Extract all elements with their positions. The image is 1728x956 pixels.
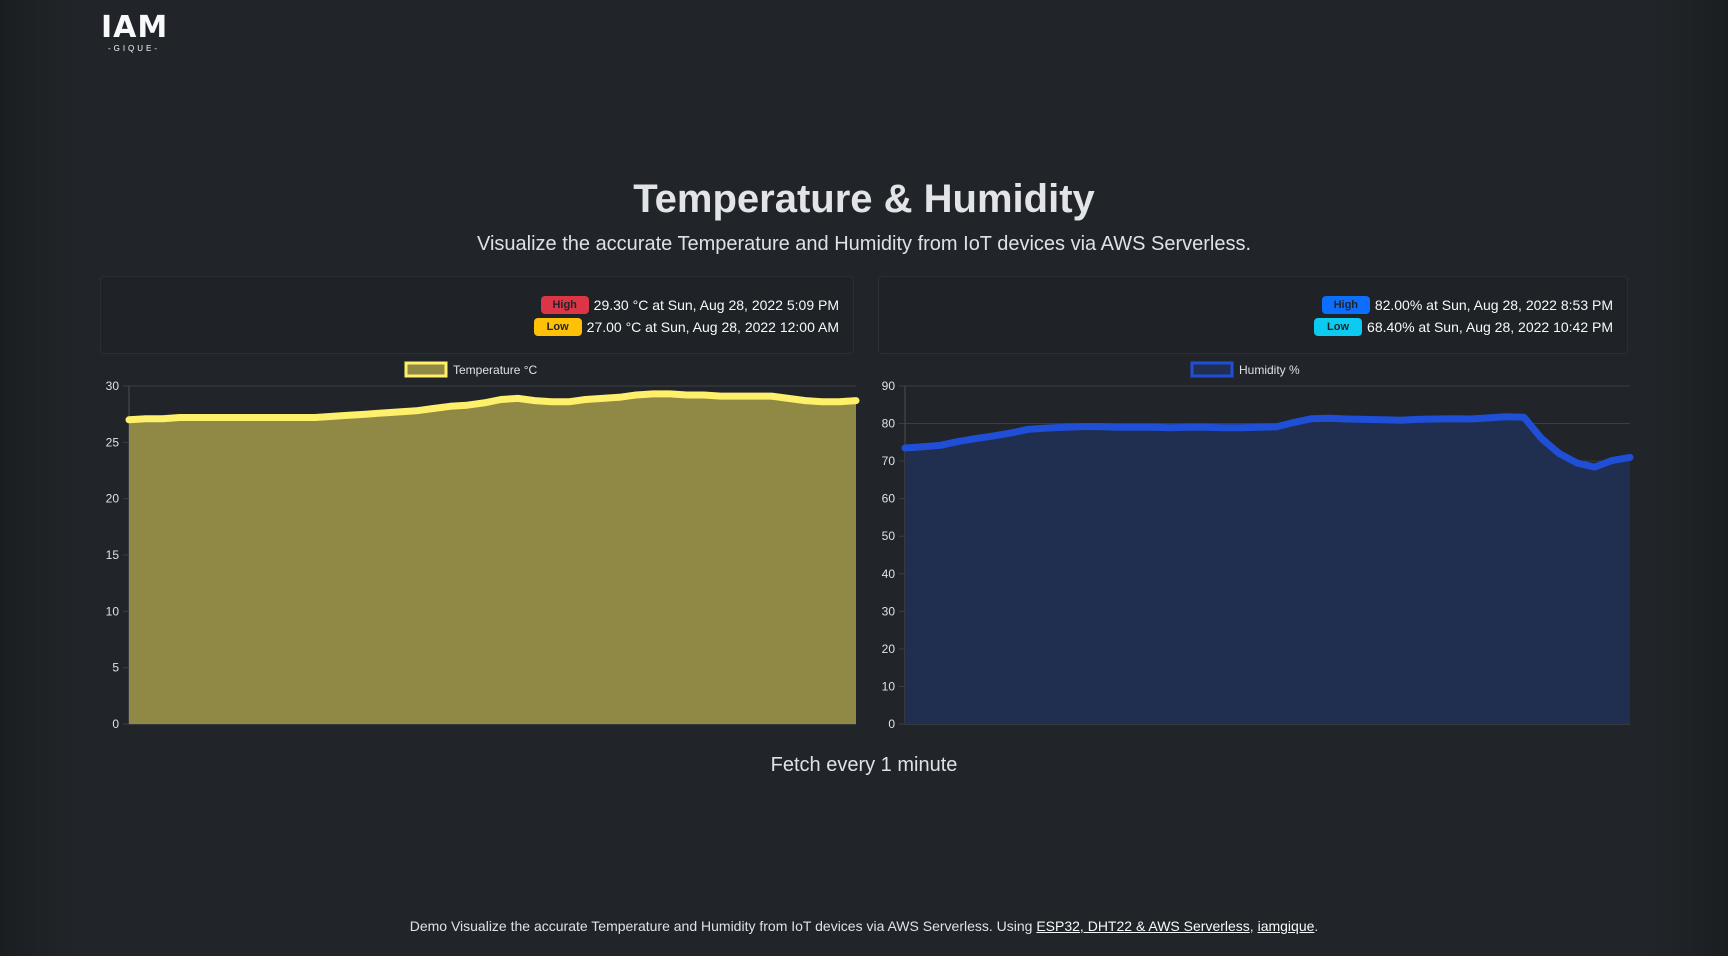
chart-legend: Humidity % [1190, 361, 1300, 378]
y-tick-label: 15 [106, 548, 120, 562]
y-tick-label: 50 [882, 529, 896, 543]
humidity-stats-card: High 82.00% at Sun, Aug 28, 2022 8:53 PM… [878, 276, 1628, 354]
humidity-chart[interactable]: Humidity % 0 10 20 30 40 50 60 70 80 90 [874, 356, 1634, 731]
high-badge: High [540, 296, 589, 314]
y-tick-label: 25 [106, 435, 120, 449]
legend-swatch [404, 361, 448, 378]
logo-sub-text: -GIQUE- [107, 44, 161, 53]
logo[interactable]: IAM -GIQUE- [101, 13, 167, 54]
footer-text: Demo Visualize the accurate Temperature … [409, 918, 1037, 934]
series-area-fill [905, 416, 1630, 724]
humidity-low-stat: Low 68.40% at Sun, Aug 28, 2022 10:42 PM [1314, 318, 1613, 336]
y-tick-label: 0 [112, 717, 119, 731]
temperature-chart[interactable]: Temperature °C 0 5 10 15 20 25 30 [96, 356, 860, 731]
series-line [901, 413, 1634, 471]
y-tick-label: 5 [112, 661, 119, 675]
y-tick-label: 10 [882, 679, 896, 693]
footer-suffix: . [1314, 918, 1319, 934]
page-title: Temperature & Humidity [633, 177, 1095, 221]
humidity-low-text: 68.40% at Sun, Aug 28, 2022 10:42 PM [1367, 319, 1613, 335]
low-badge: Low [1314, 318, 1363, 336]
iamgique-link[interactable]: iamgique [1257, 918, 1315, 934]
y-tick-label: 0 [888, 717, 895, 731]
logo-main-text: IAM [101, 10, 169, 45]
temperature-low-text: 27.00 °C at Sun, Aug 28, 2022 12:00 AM [586, 319, 839, 335]
series-line [125, 390, 860, 424]
humidity-high-stat: High 82.00% at Sun, Aug 28, 2022 8:53 PM [1321, 296, 1613, 314]
y-tick-label: 30 [882, 604, 896, 618]
temperature-high-stat: High 29.30 °C at Sun, Aug 28, 2022 5:09 … [540, 296, 839, 314]
footer: Demo Visualize the accurate Temperature … [0, 917, 1728, 935]
y-tick-label: 20 [106, 492, 120, 506]
y-tick-label: 60 [882, 492, 896, 506]
series-area-fill [129, 393, 856, 724]
y-tick-label: 10 [106, 604, 120, 618]
high-badge: High [1321, 296, 1370, 314]
legend-label: Humidity % [1239, 363, 1300, 377]
left-edge-shade [0, 0, 78, 956]
chart-legend: Temperature °C [404, 361, 537, 378]
low-badge: Low [533, 318, 582, 336]
temperature-stats-card: High 29.30 °C at Sun, Aug 28, 2022 5:09 … [100, 276, 854, 354]
legend-swatch [1190, 361, 1234, 378]
temperature-low-stat: Low 27.00 °C at Sun, Aug 28, 2022 12:00 … [533, 318, 839, 336]
y-tick-label: 40 [882, 567, 896, 581]
esp32-dht22-aws-link[interactable]: ESP32, DHT22 & AWS Serverless [1036, 918, 1250, 934]
y-tick-label: 20 [882, 642, 896, 656]
right-edge-shade [1650, 0, 1728, 956]
y-tick-label: 30 [106, 379, 120, 393]
legend-label: Temperature °C [453, 363, 537, 377]
y-tick-label: 80 [882, 417, 896, 431]
y-tick-label: 70 [882, 454, 896, 468]
temperature-high-text: 29.30 °C at Sun, Aug 28, 2022 5:09 PM [593, 297, 839, 313]
humidity-high-text: 82.00% at Sun, Aug 28, 2022 8:53 PM [1374, 297, 1613, 313]
y-tick-label: 90 [882, 379, 896, 393]
fetch-interval-note: Fetch every 1 minute [770, 754, 958, 776]
page-subtitle: Visualize the accurate Temperature and H… [476, 233, 1252, 255]
footer-separator: , [1249, 918, 1258, 934]
